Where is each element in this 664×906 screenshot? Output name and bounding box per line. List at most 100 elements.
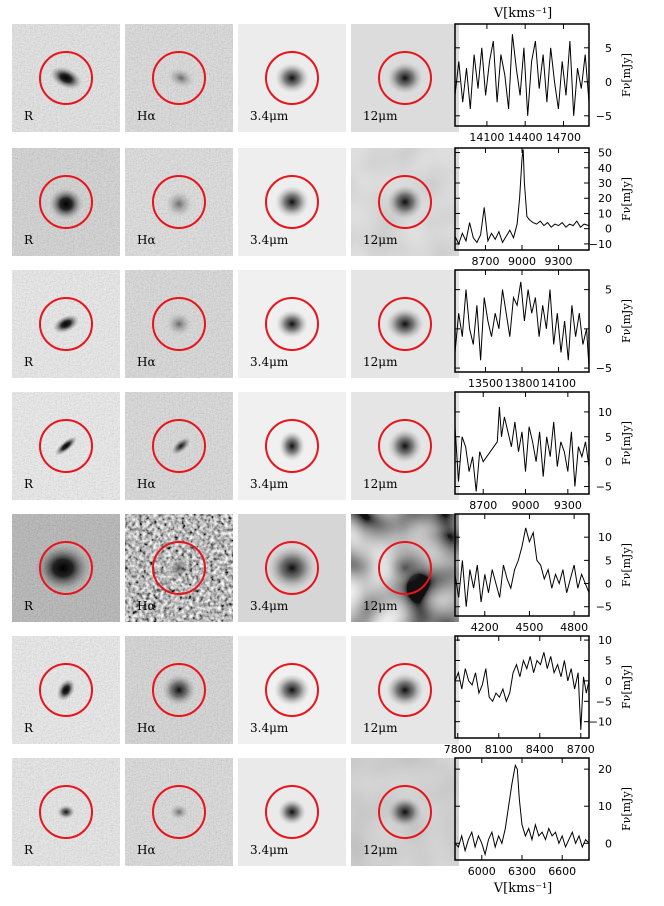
x-tick-label: 8700 [567,743,595,756]
galaxy-emission [57,805,75,819]
y-axis-label: Fν[mJy] [620,299,633,343]
aperture-circle [152,663,206,717]
w3-label: 12μm [363,355,398,369]
y-tick-label: 5 [605,554,612,567]
y-tick-label: 50 [598,147,612,160]
galaxy-emission [386,308,424,340]
w1-image: 3.4μm [238,758,346,866]
aperture-circle [265,785,319,839]
y-tick-label: 40 [598,162,612,175]
galaxy-emission [388,797,422,827]
aperture-circle [152,51,206,105]
aperture-circle [265,51,319,105]
plot-frame [454,513,590,617]
r-band-image: R [12,636,120,744]
hi-spectrum-plot: 8700 9000 9300 −5 0 5 10 Fν[mJy] [454,391,633,512]
galaxy-emission [171,437,191,455]
halpha-image: Hα [125,148,233,256]
aperture-circle [152,541,206,595]
w1-label: 3.4μm [250,843,289,857]
aperture-circle [378,663,432,717]
r-band-image: R [12,392,120,500]
spectrum-line [455,763,589,857]
w3-image: 12μm [351,392,459,500]
x-tick-label: 6300 [508,865,536,878]
w3-label: 12μm [363,233,398,247]
x-tick-label: 8700 [471,255,499,268]
spectrum-line [455,281,589,369]
aperture-circle [39,785,93,839]
r-band-image: R [12,514,120,622]
galaxy-emission [268,546,316,590]
r-band-label: R [24,599,34,613]
galaxy-emission [167,67,195,89]
galaxy-emission [387,552,423,584]
hi-spectrum-plot: 14100 14400 14700 −5 0 5 Fν[mJy] [454,23,633,144]
aperture-circle [152,297,206,351]
aperture-circle [265,175,319,229]
aperture-circle [39,297,93,351]
r-band-label: R [24,843,34,857]
aperture-circle [378,175,432,229]
y-tick-label: −10 [589,716,612,729]
x-tick-label: 9000 [512,499,540,512]
galaxy-emission [275,186,309,218]
bottom-axis-label: V[kms⁻¹] [493,881,552,896]
galaxy-row: AGC 212996RHα3.4μm12μm870090009300−50510… [12,391,633,512]
r-band-label: R [24,355,34,369]
plot-frame [454,23,590,127]
hi-spectrum-plot: 13500 13800 14100 −5 0 5 Fν[mJy] [454,269,633,390]
galaxy-emission [166,312,192,336]
galaxy-emission [279,431,305,461]
w1-image: 3.4μm [238,148,346,256]
y-tick-label: −5 [596,601,612,614]
galaxy-emission [52,314,80,334]
y-axis-label: Fν[mJy] [620,787,633,831]
x-tick-label: 8700 [469,499,497,512]
galaxy-emission [54,436,78,456]
w3-label: 12μm [363,477,398,491]
x-tick-label: 14700 [546,131,581,144]
w1-label: 3.4μm [250,721,289,735]
x-tick-label: 6600 [548,865,576,878]
plot-frame [454,757,590,861]
r-band-image: R [12,148,120,256]
w3-label: 12μm [363,843,398,857]
w1-label: 3.4μm [250,355,289,369]
aperture-circle [378,51,432,105]
halpha-image: Hα [125,392,233,500]
galaxy-row: AGC 213058RHα3.4μm12μm7800810084008700−1… [12,634,633,756]
halpha-label: Hα [137,109,156,123]
y-tick-label: 30 [598,177,612,190]
aperture-circle [378,297,432,351]
w3-image: 12μm [351,636,459,744]
w3-image: 12μm [351,24,459,132]
y-tick-label: 10 [598,634,612,647]
x-tick-label: 7800 [444,743,472,756]
galaxy-emission [169,804,189,820]
w1-label: 3.4μm [250,233,289,247]
y-tick-label: −5 [596,481,612,494]
y-tick-label: 0 [605,76,612,89]
galaxy-rows: AGC 212989RHα3.4μm12μm141001440014700−50… [12,23,633,878]
y-tick-label: 5 [605,284,612,297]
aperture-circle [378,541,432,595]
y-tick-label: 10 [598,207,612,220]
halpha-image: Hα [125,636,233,744]
w1-label: 3.4μm [250,109,289,123]
y-axis-label: Fν[mJy] [620,53,633,97]
aperture-circle [265,541,319,595]
y-tick-label: −10 [589,238,612,251]
y-tick-label: 0 [605,675,612,688]
galaxy-row: AGC 213062RHα3.4μm12μm60006300660001020F… [12,757,633,878]
galaxy-emission [35,544,91,592]
y-axis-label: Fν[mJy] [620,177,633,221]
r-band-image: R [12,758,120,866]
x-tick-label: 8100 [485,743,513,756]
w1-image: 3.4μm [238,636,346,744]
spectrum-line [455,527,589,607]
y-tick-label: 0 [605,837,612,850]
x-tick-label: 14100 [541,377,576,390]
x-tick-label: 4800 [560,621,588,634]
galaxy-emission [387,185,423,219]
